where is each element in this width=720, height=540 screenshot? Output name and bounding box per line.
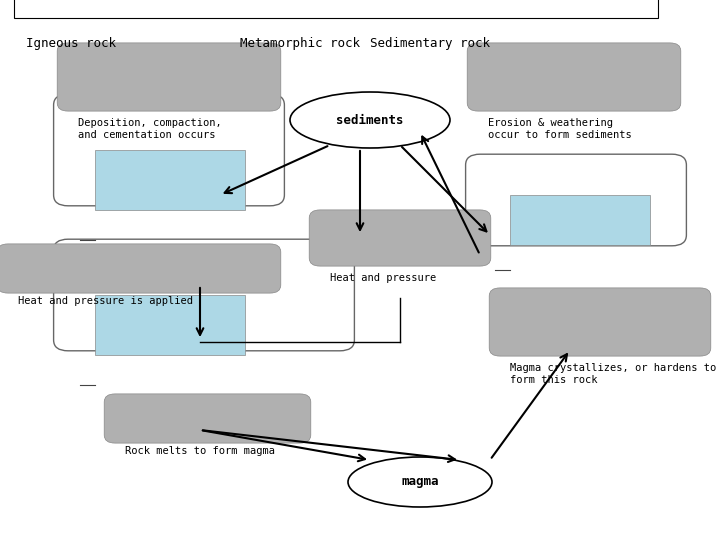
Text: Deposition, compaction,
and cementation occurs: Deposition, compaction, and cementation …: [78, 118, 222, 140]
Text: Magma crystallizes, or hardens to
form this rock: Magma crystallizes, or hardens to form t…: [510, 363, 716, 385]
FancyBboxPatch shape: [53, 94, 284, 206]
Text: Sedimentary rock: Sedimentary rock: [370, 37, 490, 50]
FancyBboxPatch shape: [309, 210, 491, 266]
Text: Heat and pressure: Heat and pressure: [330, 273, 436, 283]
FancyBboxPatch shape: [14, 0, 658, 18]
FancyBboxPatch shape: [489, 288, 711, 356]
Text: Igneous rock: Igneous rock: [26, 37, 116, 50]
FancyBboxPatch shape: [95, 295, 245, 355]
Text: Rock melts to form magma: Rock melts to form magma: [125, 446, 275, 456]
FancyBboxPatch shape: [57, 43, 281, 111]
FancyBboxPatch shape: [0, 244, 281, 293]
Ellipse shape: [290, 92, 450, 148]
Text: Metamorphic rock: Metamorphic rock: [240, 37, 360, 50]
FancyBboxPatch shape: [467, 43, 681, 111]
FancyBboxPatch shape: [53, 239, 354, 351]
Text: magma: magma: [401, 476, 438, 489]
FancyBboxPatch shape: [95, 150, 245, 210]
Text: Erosion & weathering
occur to form sediments: Erosion & weathering occur to form sedim…: [488, 118, 631, 140]
FancyBboxPatch shape: [510, 195, 650, 245]
Text: Heat and pressure is applied: Heat and pressure is applied: [18, 296, 193, 306]
Ellipse shape: [348, 457, 492, 507]
Text: sediments: sediments: [336, 113, 404, 126]
FancyBboxPatch shape: [466, 154, 686, 246]
FancyBboxPatch shape: [104, 394, 311, 443]
